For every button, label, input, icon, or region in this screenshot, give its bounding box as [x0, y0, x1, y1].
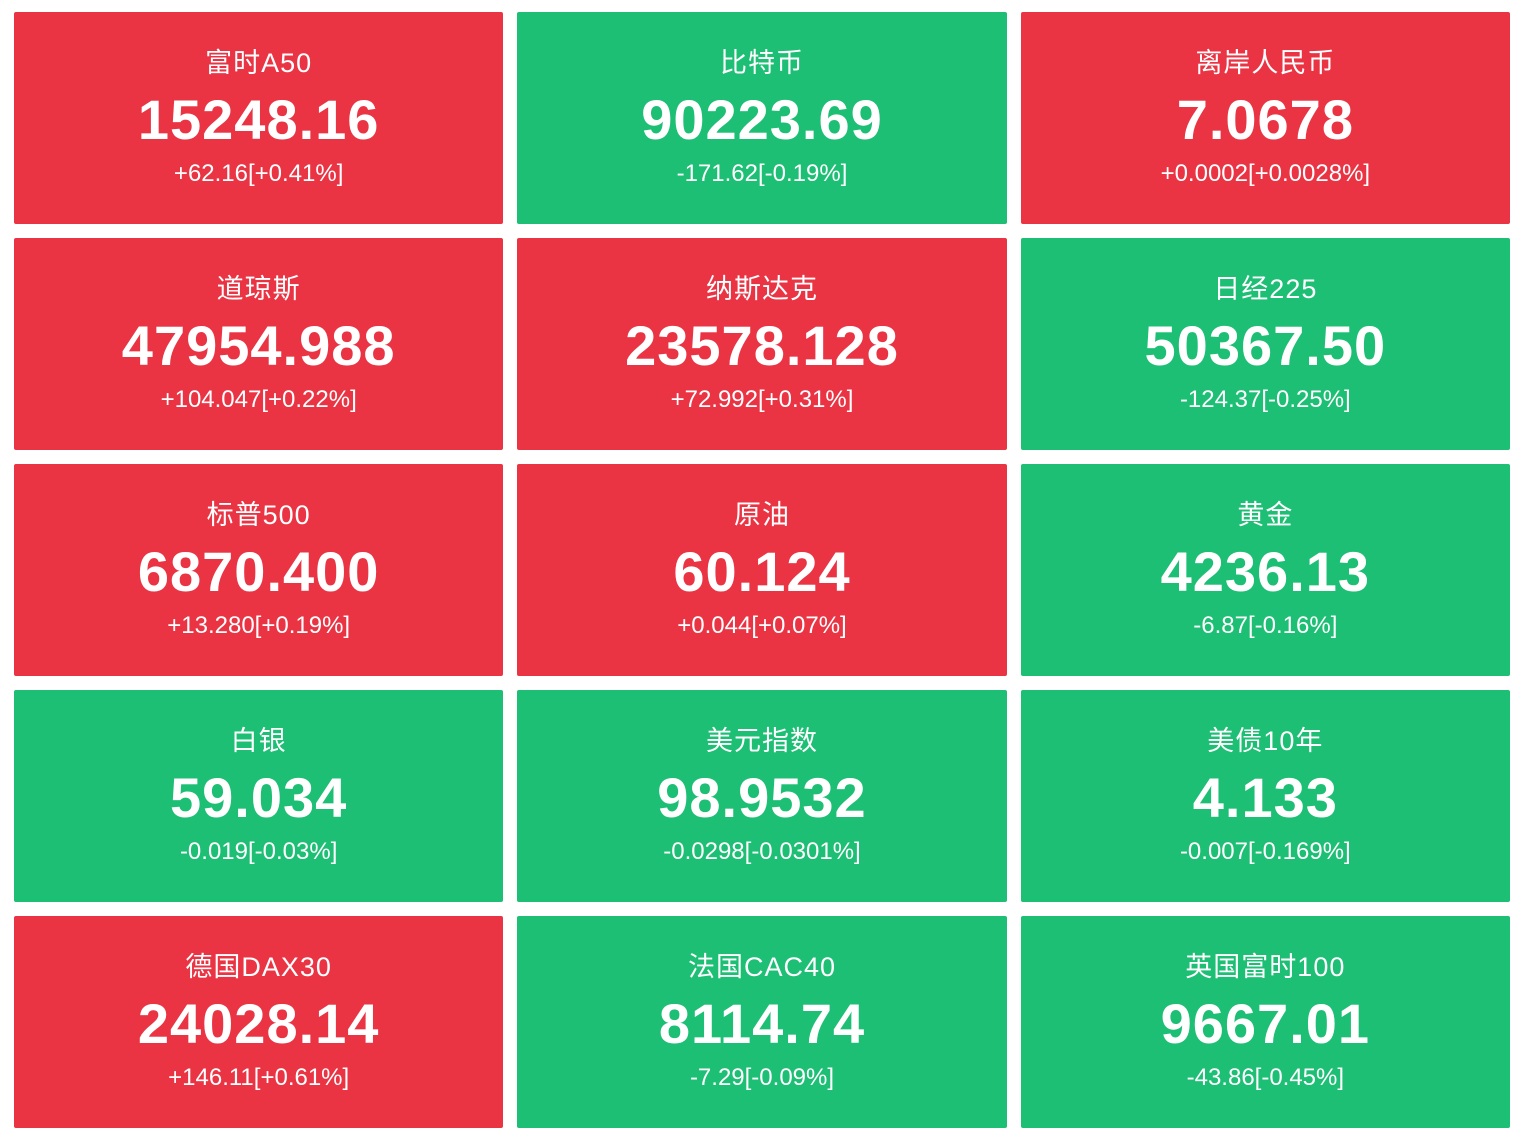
market-tile[interactable]: 道琼斯 47954.988 +104.047[+0.22%] — [14, 238, 504, 450]
instrument-price: 8114.74 — [658, 991, 866, 1055]
instrument-change: +72.992[+0.31%] — [670, 385, 854, 413]
instrument-name: 标普500 — [206, 500, 311, 531]
market-tile[interactable]: 黄金 4236.13 -6.87[-0.16%] — [1020, 464, 1510, 676]
instrument-name: 美元指数 — [705, 726, 818, 757]
market-tile[interactable]: 原油 60.124 +0.044[+0.07%] — [517, 464, 1007, 676]
instrument-change: -6.87[-0.16%] — [1193, 611, 1338, 639]
market-tile[interactable]: 日经225 50367.50 -124.37[-0.25%] — [1020, 238, 1510, 450]
instrument-name: 富时A50 — [205, 48, 313, 79]
market-tile[interactable]: 德国DAX30 24028.14 +146.11[+0.61%] — [14, 916, 504, 1128]
market-tile[interactable]: 比特币 90223.69 -171.62[-0.19%] — [517, 12, 1007, 224]
instrument-price: 6870.400 — [137, 539, 380, 603]
market-tile[interactable]: 纳斯达克 23578.128 +72.992[+0.31%] — [517, 238, 1007, 450]
instrument-name: 黄金 — [1237, 500, 1294, 531]
market-tile[interactable]: 离岸人民币 7.0678 +0.0002[+0.0028%] — [1020, 12, 1510, 224]
instrument-name: 日经225 — [1213, 274, 1318, 305]
instrument-change: +13.280[+0.19%] — [167, 611, 351, 639]
instrument-price: 4236.13 — [1160, 539, 1371, 603]
instrument-name: 离岸人民币 — [1195, 48, 1336, 79]
instrument-name: 德国DAX30 — [185, 952, 332, 983]
instrument-change: -0.019[-0.03%] — [179, 837, 338, 865]
market-tile[interactable]: 白银 59.034 -0.019[-0.03%] — [14, 690, 504, 902]
instrument-change: -43.86[-0.45%] — [1186, 1063, 1345, 1091]
instrument-price: 60.124 — [673, 539, 851, 603]
market-tile[interactable]: 富时A50 15248.16 +62.16[+0.41%] — [14, 12, 504, 224]
instrument-price: 98.9532 — [657, 765, 867, 829]
instrument-name: 纳斯达克 — [705, 274, 818, 305]
instrument-change: -0.007[-0.169%] — [1179, 837, 1351, 865]
instrument-change: -171.62[-0.19%] — [676, 159, 848, 187]
instrument-name: 英国富时100 — [1185, 952, 1346, 983]
instrument-change: +146.11[+0.61%] — [168, 1063, 350, 1091]
market-tile[interactable]: 标普500 6870.400 +13.280[+0.19%] — [14, 464, 504, 676]
instrument-change: +0.044[+0.07%] — [677, 611, 847, 639]
market-tile[interactable]: 美债10年 4.133 -0.007[-0.169%] — [1020, 690, 1510, 902]
instrument-change: +104.047[+0.22%] — [160, 385, 357, 413]
instrument-price: 7.0678 — [1176, 87, 1354, 151]
instrument-price: 24028.14 — [137, 991, 380, 1055]
instrument-price: 4.133 — [1192, 765, 1338, 829]
instrument-name: 道琼斯 — [216, 274, 301, 305]
instrument-name: 原油 — [733, 500, 790, 531]
instrument-price: 50367.50 — [1144, 313, 1387, 377]
instrument-price: 23578.128 — [625, 313, 899, 377]
instrument-name: 法国CAC40 — [687, 952, 837, 983]
market-tile[interactable]: 美元指数 98.9532 -0.0298[-0.0301%] — [517, 690, 1007, 902]
instrument-name: 白银 — [230, 726, 287, 757]
instrument-change: -0.0298[-0.0301%] — [663, 837, 861, 865]
instrument-price: 59.034 — [170, 765, 348, 829]
instrument-change: +62.16[+0.41%] — [173, 159, 344, 187]
instrument-price: 9667.01 — [1160, 991, 1371, 1055]
market-tile[interactable]: 法国CAC40 8114.74 -7.29[-0.09%] — [517, 916, 1007, 1128]
market-tile[interactable]: 英国富时100 9667.01 -43.86[-0.45%] — [1020, 916, 1510, 1128]
instrument-change: -7.29[-0.09%] — [689, 1063, 835, 1091]
instrument-name: 美债10年 — [1207, 726, 1324, 757]
instrument-price: 90223.69 — [641, 87, 883, 151]
instrument-change: -124.37[-0.25%] — [1179, 385, 1351, 413]
instrument-price: 47954.988 — [121, 313, 396, 377]
instrument-price: 15248.16 — [137, 87, 380, 151]
instrument-name: 比特币 — [719, 48, 804, 79]
instrument-change: +0.0002[+0.0028%] — [1160, 159, 1371, 187]
